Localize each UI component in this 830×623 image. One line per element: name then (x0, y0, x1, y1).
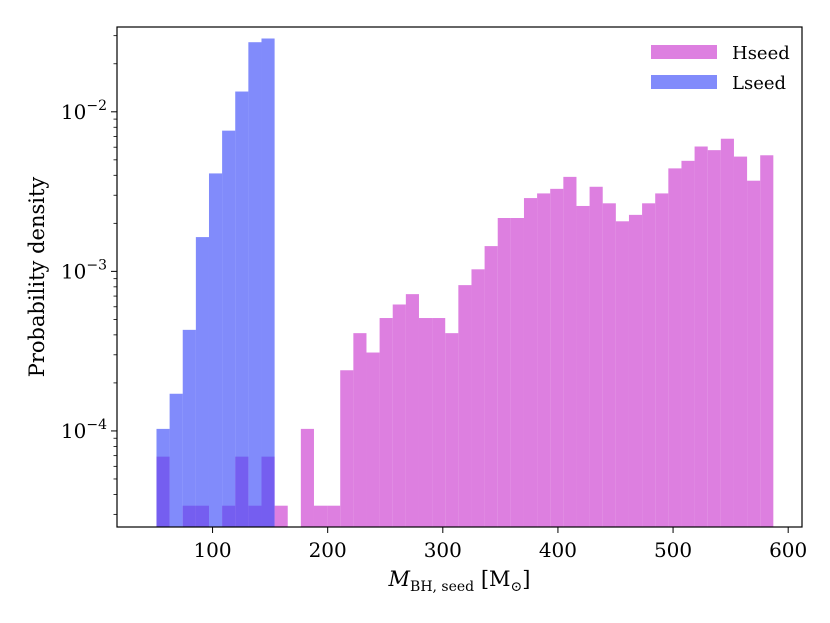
y-tick-label-2: 10−2 (61, 98, 107, 124)
x-tick-label-300: 300 (424, 538, 462, 562)
x-tick-label-100: 100 (193, 538, 231, 562)
bar-hseed-30 (550, 188, 564, 527)
bar-hseed-27 (510, 218, 524, 527)
bar-hseed-9 (274, 505, 288, 527)
bar-hseed-40 (681, 160, 695, 527)
y-tick-label-exp: −3 (86, 257, 107, 273)
bars-layer (156, 38, 774, 528)
y-axis-label: Probability density (25, 177, 49, 378)
plot-frame (116, 26, 803, 528)
bar-hseed-19 (405, 294, 419, 527)
bar-hseed-42 (707, 150, 721, 527)
bar-lseed-6 (235, 91, 249, 527)
x-tick-label-400: 400 (539, 538, 577, 562)
bar-lseed-0 (156, 428, 170, 527)
bar-hseed-39 (668, 168, 682, 527)
x-axis-label-unit-sym: ⊙ (511, 579, 523, 595)
bar-hseed-45 (747, 180, 761, 528)
x-axis-label-unit-open: [M (474, 567, 510, 591)
bar-lseed-5 (222, 130, 236, 528)
bar-hseed-15 (353, 333, 367, 527)
legend-swatch-hseed (651, 45, 717, 59)
bar-hseed-32 (576, 205, 590, 528)
bar-lseed-4 (208, 173, 223, 527)
legend-label-hseed: Hseed (732, 43, 790, 64)
y-tick-label-base: 10 (61, 259, 86, 283)
bar-lseed-8 (261, 38, 275, 527)
bar-hseed-33 (589, 186, 603, 527)
y-tick-label-exp: −4 (86, 417, 107, 433)
bar-hseed-31 (563, 176, 577, 527)
x-axis-label-main: M (388, 567, 411, 591)
bar-hseed-22 (445, 333, 459, 527)
legend-swatch-lseed (651, 75, 717, 89)
y-tick-label-1: 10−3 (61, 257, 107, 283)
bar-hseed-34 (602, 203, 616, 528)
legend-label-lseed: Lseed (732, 73, 786, 94)
y-tick-label-base: 10 (61, 100, 86, 124)
bar-lseed-1 (169, 393, 183, 527)
bar-hseed-26 (497, 218, 511, 527)
bar-hseed-35 (615, 221, 629, 527)
x-tick-label-600: 600 (769, 538, 807, 562)
bar-hseed-46 (760, 155, 774, 527)
legend: Hseed Lseed (651, 43, 790, 94)
bar-lseed-2 (182, 329, 196, 527)
bar-hseed-41 (694, 146, 708, 527)
bar-hseed-44 (733, 156, 748, 527)
bar-hseed-17 (379, 318, 393, 527)
y-tick-label-exp: −2 (86, 98, 107, 114)
y-tick-label-base: 10 (61, 419, 86, 443)
bar-hseed-11 (300, 428, 314, 527)
bar-lseed-7 (248, 42, 262, 527)
x-tick-label-200: 200 (309, 538, 347, 562)
bar-hseed-24 (471, 269, 485, 527)
bar-hseed-16 (366, 352, 380, 527)
bar-hseed-37 (642, 203, 656, 528)
x-axis-label-unit-close: ] (522, 567, 530, 591)
bar-hseed-23 (458, 285, 472, 527)
bar-hseed-18 (392, 304, 406, 527)
bar-lseed-3 (195, 237, 209, 527)
bar-hseed-38 (655, 193, 669, 527)
bar-hseed-14 (340, 370, 354, 527)
bar-hseed-20 (418, 318, 433, 527)
bar-hseed-43 (720, 138, 734, 528)
bar-hseed-12 (313, 505, 328, 527)
bar-hseed-21 (432, 318, 446, 527)
x-tick-label-500: 500 (654, 538, 692, 562)
bar-hseed-36 (628, 214, 643, 527)
bar-hseed-13 (327, 505, 341, 527)
x-axis-label-sub: BH, seed (410, 579, 474, 595)
bar-hseed-28 (523, 198, 538, 527)
bar-hseed-25 (484, 246, 498, 527)
bar-hseed-29 (537, 193, 551, 527)
x-axis-label: MBH, seed [M⊙] (388, 567, 531, 595)
y-tick-label-0: 10−4 (61, 417, 107, 443)
